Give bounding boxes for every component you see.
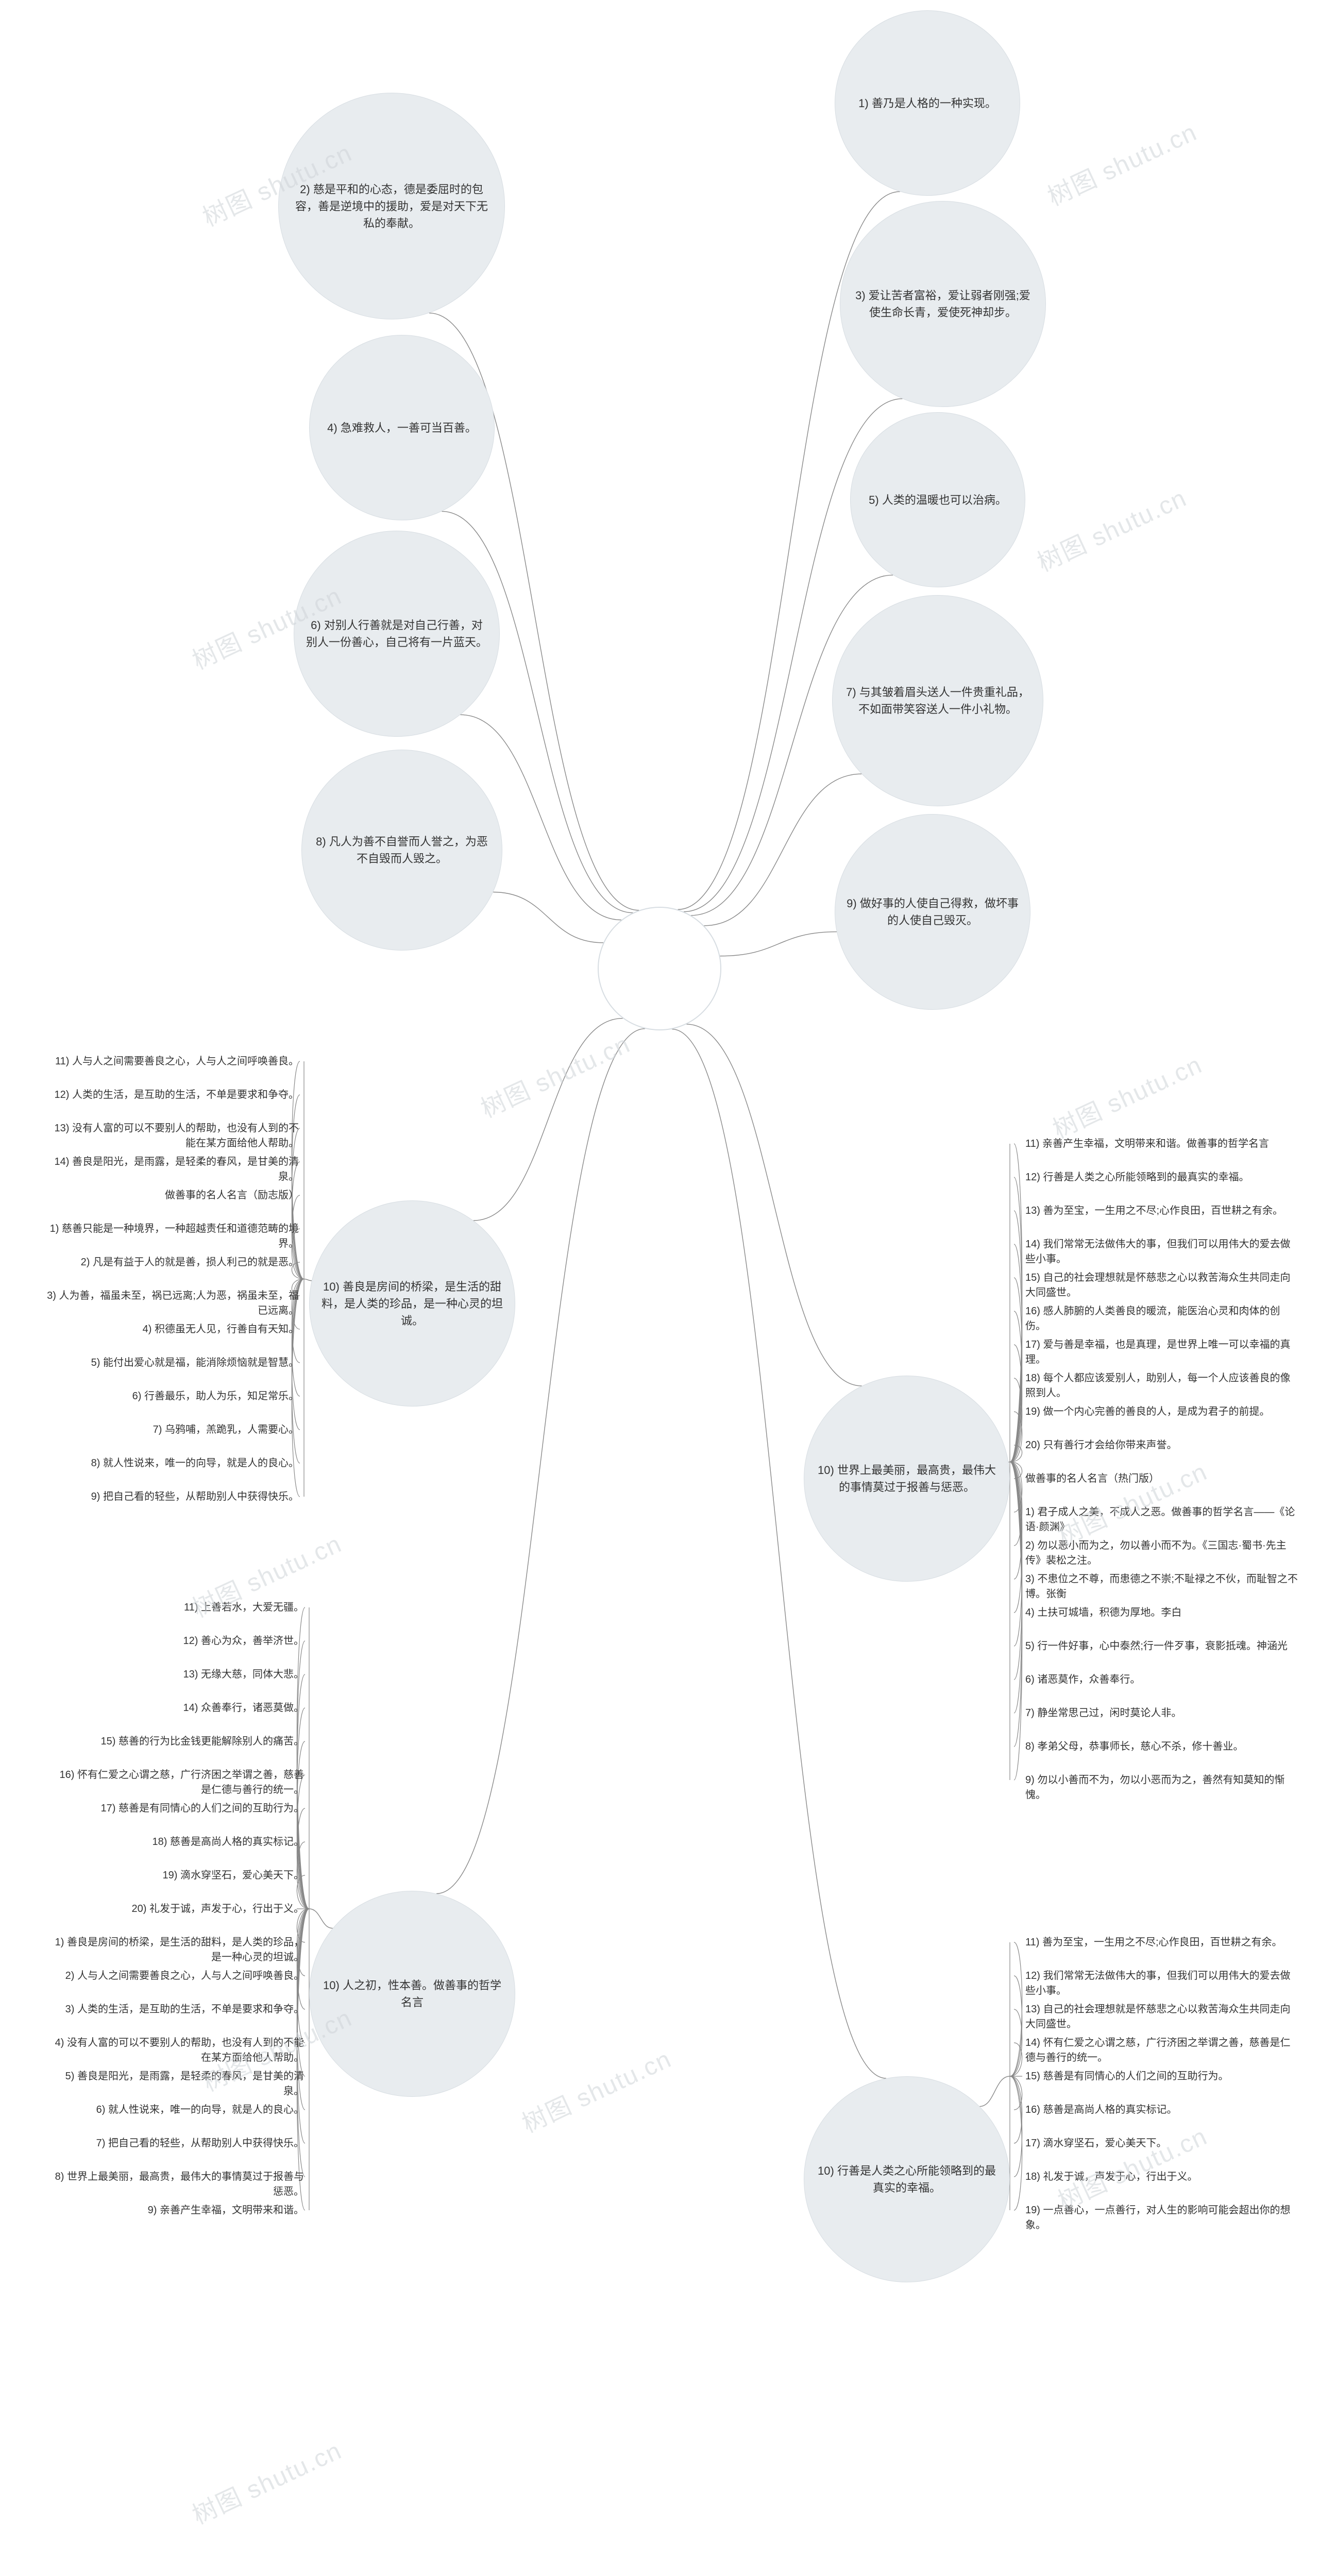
leaf-item: 14) 我们常常无法做伟大的事，但我们可以用伟大的爱去做些小事。	[1025, 1237, 1298, 1267]
leaf-item: 16) 慈善是高尚人格的真实标记。	[1025, 2103, 1298, 2117]
leaf-item: 14) 善良是阳光，是雨露，是轻柔的春风，是甘美的清泉。	[46, 1155, 299, 1184]
bubble-node-label: 8) 凡人为善不自誉而人誉之，为恶不自毁而人毁之。	[302, 827, 502, 873]
leaf-item: 3) 人为善，福虽未至，祸已远离;人为恶，祸虽未至，福已远离。	[46, 1289, 299, 1318]
leaf-item: 18) 礼发于诚，声发于心，行出于义。	[1025, 2170, 1298, 2184]
leaf-item: 3) 人类的生活，是互助的生活，不单是要求和争夺。	[52, 2002, 304, 2017]
bubble-node-label: 2) 慈是平和的心态，德是委屈时的包容，善是逆境中的援助，爱是对天下无私的奉献。	[279, 175, 504, 238]
watermark: 树图 shutu.cn	[474, 1024, 635, 1125]
leaf-item: 15) 自己的社会理想就是怀慈悲之心以救苦海众生共同走向大同盛世。	[1025, 1270, 1298, 1300]
leaf-item: 18) 慈善是高尚人格的真实标记。	[52, 1835, 304, 1850]
leaf-item: 8) 就人性说来，唯一的向导，就是人的良心。	[46, 1456, 299, 1471]
leaf-item: 13) 自己的社会理想就是怀慈悲之心以救苦海众生共同走向大同盛世。	[1025, 2002, 1298, 2032]
leaf-item: 11) 善为至宝，一生用之不尽;心作良田，百世耕之有余。	[1025, 1935, 1298, 1950]
leaf-item: 12) 行善是人类之心所能领略到的最真实的幸福。	[1025, 1170, 1298, 1185]
watermark: 树图 shutu.cn	[1051, 1451, 1212, 1552]
leaf-item: 11) 上善若水，大爱无疆。	[52, 1600, 304, 1615]
leaf-item: 做善事的名人名言（热门版）	[1025, 1471, 1298, 1486]
watermark: 树图 shutu.cn	[185, 2430, 347, 2531]
center-node	[598, 907, 721, 1030]
leaf-item: 2) 勿以恶小而为之，勿以善小而不为。《三国志·蜀书·先主传》裴松之注。	[1025, 1538, 1298, 1568]
leaf-item: 6) 行善最乐，助人为乐，知足常乐。	[46, 1389, 299, 1404]
leaf-item: 4) 没有人富的可以不要别人的帮助，也没有人到的不能在某方面给他人帮助。	[52, 2036, 304, 2065]
leaf-item: 20) 礼发于诚，声发于心，行出于义。	[52, 1902, 304, 1917]
leaf-item: 9) 勿以小善而不为，勿以小恶而为之，善然有知莫知的惭愧。	[1025, 1773, 1298, 1803]
leaf-item: 19) 滴水穿坚石，爱心美天下。	[52, 1868, 304, 1883]
leaf-item: 14) 怀有仁爱之心谓之慈，广行济困之举谓之善，慈善是仁德与善行的统一。	[1025, 2036, 1298, 2065]
leaf-item: 17) 滴水穿坚石，爱心美天下。	[1025, 2136, 1298, 2151]
watermark: 树图 shutu.cn	[1030, 478, 1192, 579]
bubble-node: 5) 人类的温暖也可以治病。	[850, 412, 1025, 587]
leaf-item: 12) 人类的生活，是互助的生活，不单是要求和争夺。	[46, 1088, 299, 1103]
leaf-item: 14) 众善奉行，诸恶莫做。	[52, 1701, 304, 1716]
watermark: 树图 shutu.cn	[515, 2039, 677, 2140]
bubble-node-label: 5) 人类的温暖也可以治病。	[857, 485, 1018, 515]
bubble-node: 10) 善良是房间的桥梁，是生活的甜料，是人类的珍品，是一种心灵的坦诚。	[309, 1200, 515, 1406]
bubble-node-label: 4) 急难救人，一善可当百善。	[316, 413, 488, 443]
leaf-item: 5) 能付出爱心就是福，能消除烦恼就是智慧。	[46, 1355, 299, 1370]
bubble-node: 3) 爱让苦者富裕，爱让弱者刚强;爱使生命长青，爱使死神却步。	[840, 201, 1046, 407]
bubble-node: 6) 对别人行善就是对自己行善，对别人一份善心，自己将有一片蓝天。	[294, 531, 500, 737]
leaf-item: 5) 善良是阳光，是雨露，是轻柔的春风，是甘美的清泉。	[52, 2069, 304, 2099]
leaf-item: 3) 不患位之不尊，而患德之不崇;不耻禄之不伙，而耻智之不博。张衡	[1025, 1572, 1298, 1602]
bubble-node: 7) 与其皱着眉头送人一件贵重礼品，不如面带笑容送人一件小礼物。	[832, 595, 1043, 806]
leaf-item: 4) 土扶可城墙，积德为厚地。李白	[1025, 1605, 1298, 1620]
leaf-item: 7) 静坐常思己过，闲时莫论人非。	[1025, 1706, 1298, 1721]
leaf-item: 12) 我们常常无法做伟大的事，但我们可以用伟大的爱去做些小事。	[1025, 1969, 1298, 1998]
leaf-item: 11) 亲善产生幸福，文明带来和谐。做善事的哲学名言	[1025, 1137, 1298, 1151]
leaf-item: 1) 君子成人之美，不成人之恶。做善事的哲学名言——《论语·颜渊》	[1025, 1505, 1298, 1535]
watermark: 树图 shutu.cn	[1046, 1044, 1207, 1145]
leaf-item: 19) 一点善心，一点善行，对人生的影响可能会超出你的想象。	[1025, 2203, 1298, 2233]
leaf-item: 1) 慈善只能是一种境界，一种超越责任和道德范畴的境界。	[46, 1222, 299, 1251]
watermark: 树图 shutu.cn	[1051, 2116, 1212, 2217]
leaf-item: 11) 人与人之间需要善良之心，人与人之间呼唤善良。	[46, 1054, 299, 1069]
leaf-item: 1) 善良是房间的桥梁，是生活的甜料，是人类的珍品，是一种心灵的坦诚。	[52, 1935, 304, 1965]
leaf-item: 17) 慈善是有同情心的人们之间的互助行为。	[52, 1801, 304, 1816]
leaf-item: 6) 就人性说来，唯一的向导，就是人的良心。	[52, 2103, 304, 2117]
leaf-item: 2) 人与人之间需要善良之心，人与人之间呼唤善良。	[52, 1969, 304, 1984]
leaf-item: 13) 善为至宝，一生用之不尽;心作良田，百世耕之有余。	[1025, 1204, 1298, 1218]
bubble-node-label: 6) 对别人行善就是对自己行善，对别人一份善心，自己将有一片蓝天。	[294, 611, 499, 657]
bubble-node: 8) 凡人为善不自誉而人誉之，为恶不自毁而人毁之。	[301, 750, 502, 951]
leaf-item: 5) 行一件好事，心中泰然;行一件歹事，衰影抵魂。神涵光	[1025, 1639, 1298, 1654]
watermark: 树图 shutu.cn	[1041, 112, 1202, 213]
bubble-node-label: 10) 世界上最美丽，最高贵，最伟大的事情莫过于报善与惩恶。	[804, 1455, 1009, 1502]
leaf-item: 7) 乌鸦哺，羔跪乳，人需要心。	[46, 1422, 299, 1437]
leaf-item: 9) 亲善产生幸福，文明带来和谐。	[52, 2203, 304, 2218]
bubble-node: 10) 行善是人类之心所能领略到的最真实的幸福。	[804, 2076, 1010, 2282]
mindmap-canvas: 1) 善乃是人格的一种实现。 2) 慈是平和的心态，德是委屈时的包容，善是逆境中的…	[0, 0, 1319, 2576]
leaf-item: 4) 积德虽无人见，行善自有天知。	[46, 1322, 299, 1337]
leaf-item: 16) 怀有仁爱之心谓之慈，广行济困之举谓之善，慈善是仁德与善行的统一。	[52, 1768, 304, 1798]
bubble-node-label: 10) 善良是房间的桥梁，是生活的甜料，是人类的珍品，是一种心灵的坦诚。	[310, 1272, 515, 1335]
bubble-node-label: 10) 行善是人类之心所能领略到的最真实的幸福。	[804, 2156, 1009, 2202]
bubble-node: 4) 急难救人，一善可当百善。	[309, 335, 495, 520]
leaf-item: 8) 孝弟父母，恭事师长，慈心不杀，修十善业。	[1025, 1739, 1298, 1754]
leaf-item: 15) 慈善的行为比金钱更能解除别人的痛苦。	[52, 1734, 304, 1749]
leaf-item: 19) 做一个内心完善的善良的人，是成为君子的前提。	[1025, 1404, 1298, 1419]
leaf-item: 9) 把自己看的轻些，从帮助别人中获得快乐。	[46, 1489, 299, 1504]
leaf-item: 13) 没有人富的可以不要别人的帮助，也没有人到的不能在某方面给他人帮助。	[46, 1121, 299, 1151]
bubble-node-label: 7) 与其皱着眉头送人一件贵重礼品，不如面带笑容送人一件小礼物。	[833, 677, 1043, 724]
leaf-item: 6) 诸恶莫作，众善奉行。	[1025, 1672, 1298, 1687]
leaf-item: 8) 世界上最美丽，最高贵，最伟大的事情莫过于报善与惩恶。	[52, 2170, 304, 2199]
leaf-item: 2) 凡是有益于人的就是善，损人利己的就是恶。	[46, 1255, 299, 1270]
bubble-node: 9) 做好事的人使自己得救，做坏事的人使自己毁灭。	[835, 814, 1030, 1010]
leaf-item: 做善事的名人名言（励志版）	[46, 1188, 299, 1203]
bubble-node: 1) 善乃是人格的一种实现。	[835, 10, 1020, 196]
leaf-item: 18) 每个人都应该爱别人，助别人，每一个人应该善良的像照到人。	[1025, 1371, 1298, 1401]
leaf-item: 7) 把自己看的轻些，从帮助别人中获得快乐。	[52, 2136, 304, 2151]
center-node-label	[648, 962, 671, 975]
bubble-node-label: 10) 人之初，性本善。做善事的哲学名言	[310, 1971, 515, 2017]
bubble-node-label: 3) 爱让苦者富裕，爱让弱者刚强;爱使生命长青，爱使死神却步。	[840, 281, 1045, 327]
leaf-item: 15) 慈善是有同情心的人们之间的互助行为。	[1025, 2069, 1298, 2084]
leaf-item: 20) 只有善行才会给你带来声誉。	[1025, 1438, 1298, 1453]
leaf-item: 17) 爱与善是幸福，也是真理，是世界上唯一可以幸福的真理。	[1025, 1337, 1298, 1367]
bubble-node-label: 1) 善乃是人格的一种实现。	[847, 89, 1008, 118]
leaf-item: 13) 无缘大慈，同体大悲。	[52, 1667, 304, 1682]
leaf-item: 12) 善心为众，善举济世。	[52, 1634, 304, 1649]
bubble-node: 2) 慈是平和的心态，德是委屈时的包容，善是逆境中的援助，爱是对天下无私的奉献。	[278, 93, 505, 319]
bubble-node: 10) 人之初，性本善。做善事的哲学名言	[309, 1891, 515, 2097]
leaf-item: 16) 感人肺腑的人类善良的暖流，能医治心灵和肉体的创伤。	[1025, 1304, 1298, 1334]
bubble-node: 10) 世界上最美丽，最高贵，最伟大的事情莫过于报善与惩恶。	[804, 1376, 1010, 1582]
bubble-node-label: 9) 做好事的人使自己得救，做坏事的人使自己毁灭。	[835, 889, 1030, 935]
